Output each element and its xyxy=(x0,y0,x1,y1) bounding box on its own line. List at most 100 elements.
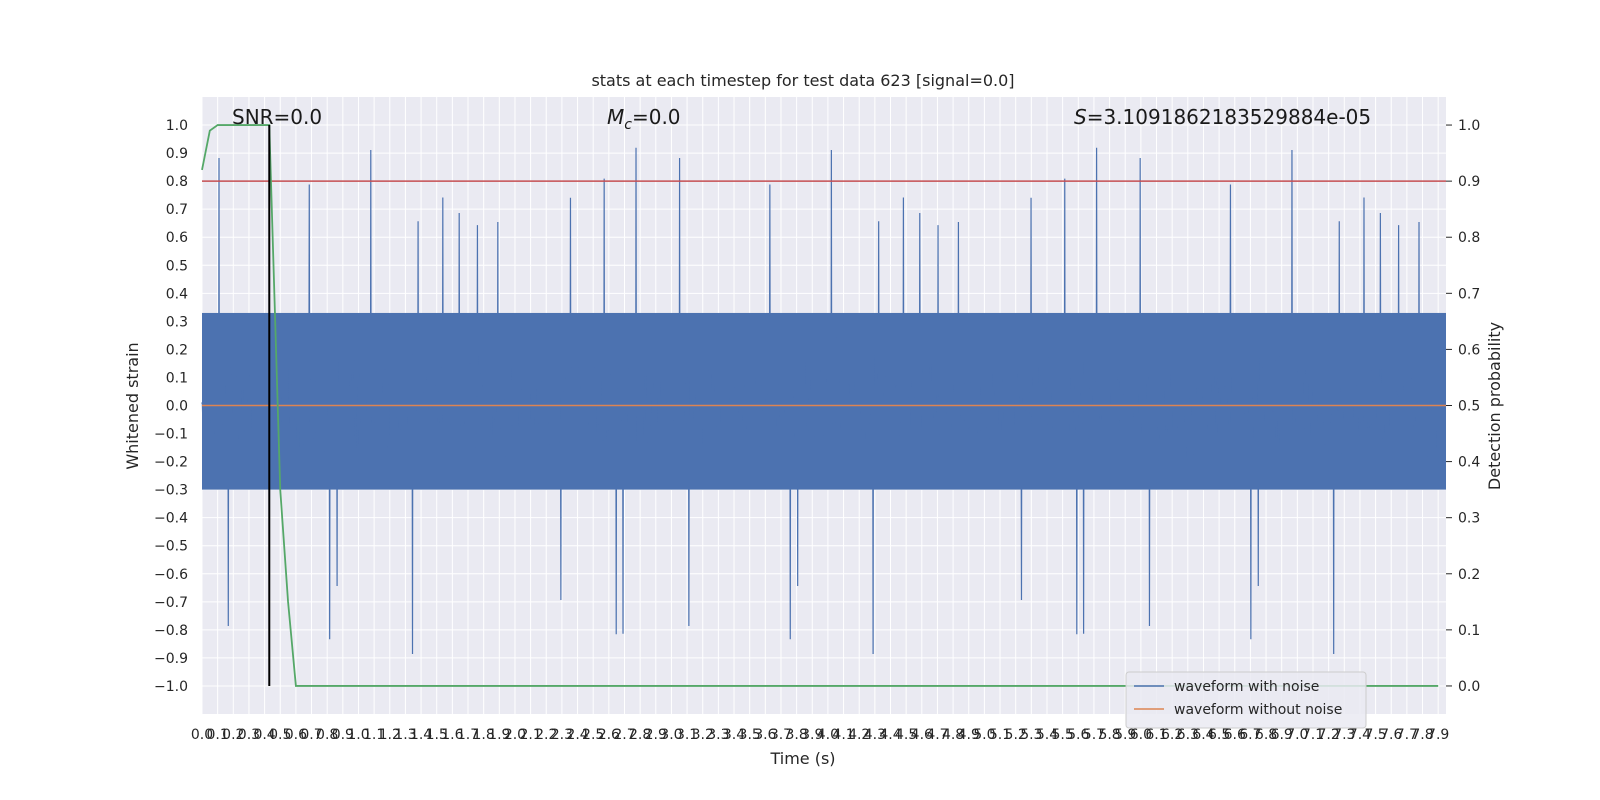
x-tick-label: 1.8 xyxy=(473,727,495,743)
x-tick-label: 5.8 xyxy=(1098,727,1120,743)
x-tick-label: 2.5 xyxy=(582,727,604,743)
x-tick-label: 4.1 xyxy=(832,727,854,743)
x-tick-label: 6.8 xyxy=(1255,727,1277,743)
x-tick-label: 0.0 xyxy=(191,727,213,743)
x-tick-label: 1.2 xyxy=(379,727,401,743)
x-tick-label: 5.1 xyxy=(989,727,1011,743)
y-tick-label: 0.3 xyxy=(166,314,188,330)
x-tick-label: 3.5 xyxy=(739,727,761,743)
x-tick-label: 2.7 xyxy=(613,727,635,743)
x-tick-label: 7.9 xyxy=(1427,727,1449,743)
s-symbol: S xyxy=(1074,105,1087,129)
y-tick-label: 0.1 xyxy=(166,370,188,386)
x-tick-label: 7.0 xyxy=(1286,727,1308,743)
x-tick-label: 2.0 xyxy=(504,727,526,743)
y-tick-label: 0.7 xyxy=(166,202,188,218)
chirp-mass-value: =0.0 xyxy=(632,105,681,129)
x-tick-label: 4.9 xyxy=(958,727,980,743)
y-right-tick-label: 1.0 xyxy=(1458,118,1480,134)
x-tick-label: 4.7 xyxy=(926,727,948,743)
x-tick-label: 0.6 xyxy=(285,727,307,743)
legend-box xyxy=(1125,671,1367,729)
y-tick-label: 0.8 xyxy=(166,174,188,190)
legend-label-noise: waveform with noise xyxy=(1174,679,1319,695)
x-tick-label: 1.7 xyxy=(457,727,479,743)
x-tick-label: 3.1 xyxy=(676,727,698,743)
x-tick-label: 2.2 xyxy=(535,727,557,743)
x-tick-label: 4.6 xyxy=(911,727,933,743)
y-right-tick-label: 0.3 xyxy=(1458,511,1480,527)
legend: waveform with noise waveform without noi… xyxy=(1125,671,1367,729)
y-right-tick-label: 0.2 xyxy=(1458,567,1480,583)
y-tick-label: 0.9 xyxy=(166,146,188,162)
x-tick-label: 6.2 xyxy=(1161,727,1183,743)
y-axis-label: Whitened strain xyxy=(123,342,142,469)
x-tick-label: 6.7 xyxy=(1239,727,1261,743)
x-tick-label: 4.0 xyxy=(817,727,839,743)
x-tick-label: 4.8 xyxy=(942,727,964,743)
x-tick-label: 6.6 xyxy=(1224,727,1246,743)
y-tick-label: −0.1 xyxy=(154,427,188,443)
y-right-tick-label: 0.4 xyxy=(1458,455,1480,471)
chart-title: stats at each timestep for test data 623… xyxy=(591,71,1014,90)
x-tick-label: 2.8 xyxy=(629,727,651,743)
x-tick-label: 7.3 xyxy=(1333,727,1355,743)
y-tick-label: −0.9 xyxy=(154,651,188,667)
x-tick-label: 0.9 xyxy=(332,727,354,743)
y-right-tick-label: 0.6 xyxy=(1458,342,1480,358)
y-tick-label: −0.2 xyxy=(154,455,188,471)
x-tick-label: 7.1 xyxy=(1302,727,1324,743)
x-tick-label: 5.5 xyxy=(1051,727,1073,743)
x-tick-label: 0.1 xyxy=(207,727,229,743)
x-tick-label: 2.9 xyxy=(645,727,667,743)
y-tick-label: −0.7 xyxy=(154,595,188,611)
x-tick-label: 4.5 xyxy=(895,727,917,743)
x-tick-label: 6.9 xyxy=(1271,727,1293,743)
y-tick-label: −0.6 xyxy=(154,567,188,583)
x-tick-label: 6.0 xyxy=(1130,727,1152,743)
x-tick-label: 1.9 xyxy=(488,727,510,743)
x-tick-label: 5.4 xyxy=(1036,727,1058,743)
y-tick-label: 0.0 xyxy=(166,399,188,415)
y-tick-label: 0.2 xyxy=(166,342,188,358)
x-tick-label: 0.7 xyxy=(300,727,322,743)
series-detection-probability xyxy=(201,124,1439,687)
y-tick-label: 1.0 xyxy=(166,118,188,134)
chirp-mass-subscript: c xyxy=(624,117,632,133)
series-waveform-with-noise xyxy=(201,147,1439,655)
y-right-tick-label: 0.8 xyxy=(1458,230,1480,246)
x-tick-label: 1.0 xyxy=(347,727,369,743)
y-tick-label: −0.8 xyxy=(154,623,188,639)
y-right-tick-label: 0.7 xyxy=(1458,286,1480,302)
x-tick-label: 5.3 xyxy=(1020,727,1042,743)
x-tick-label: 3.2 xyxy=(692,727,714,743)
x-tick-label: 7.4 xyxy=(1349,727,1371,743)
s-value: =3.1091862183529884e-05 xyxy=(1087,105,1371,129)
x-tick-label: 6.5 xyxy=(1208,727,1230,743)
x-tick-label: 2.1 xyxy=(519,727,541,743)
x-tick-label: 5.0 xyxy=(973,727,995,743)
x-tick-label: 0.8 xyxy=(316,727,338,743)
x-tick-label: 1.6 xyxy=(441,727,463,743)
x-tick-label: 3.9 xyxy=(801,727,823,743)
x-tick-label: 3.8 xyxy=(785,727,807,743)
x-tick-label: 0.4 xyxy=(253,727,275,743)
x-tick-label: 2.3 xyxy=(551,727,573,743)
x-tick-label: 7.7 xyxy=(1396,727,1418,743)
y-right-tick-label: 0.0 xyxy=(1458,679,1480,695)
x-tick-label: 6.4 xyxy=(1192,727,1214,743)
x-axis-label: Time (s) xyxy=(769,749,835,768)
y-tick-label: −0.5 xyxy=(154,539,188,555)
x-tick-label: 0.3 xyxy=(238,727,260,743)
x-tick-label: 5.7 xyxy=(1083,727,1105,743)
legend-label-clean: waveform without noise xyxy=(1174,702,1342,718)
x-tick-label: 3.7 xyxy=(770,727,792,743)
x-tick-label: 2.4 xyxy=(566,727,588,743)
x-tick-label: 2.6 xyxy=(598,727,620,743)
x-tick-label: 5.6 xyxy=(1067,727,1089,743)
y-axis-label-right: Detection probability xyxy=(1485,322,1504,490)
y-right-tick-label: 0.1 xyxy=(1458,623,1480,639)
x-tick-label: 1.4 xyxy=(410,727,432,743)
x-tick-label: 4.3 xyxy=(864,727,886,743)
